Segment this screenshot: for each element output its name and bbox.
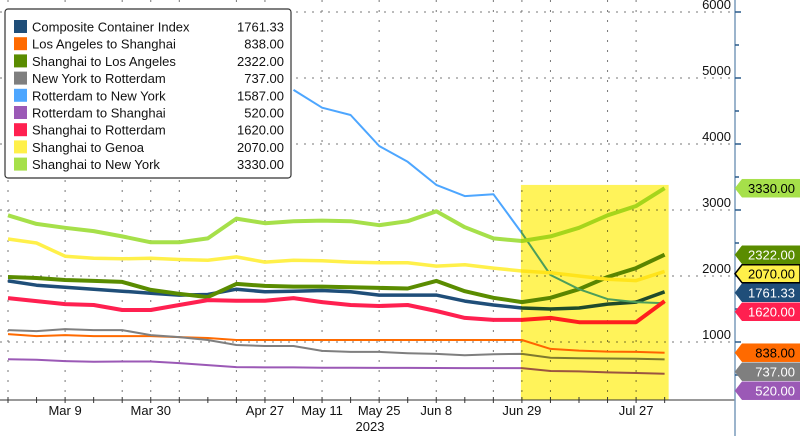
legend-value: 3330.00: [237, 157, 284, 172]
last-value-tags: 3330.00 2322.00 2070.00 1761.33 1620.00 838.0…: [734, 178, 800, 400]
x-axis-year-label: 2023: [356, 419, 385, 434]
x-tick-label: May 11: [301, 403, 343, 418]
legend-swatch: [14, 71, 27, 85]
value-tag: 520.00: [734, 381, 800, 400]
legend-label: New York to Rotterdam: [32, 71, 166, 86]
legend-swatch: [14, 37, 27, 51]
value-tag: 1761.33: [734, 283, 800, 302]
y-tick-label: 4000: [702, 129, 731, 144]
x-tick-label: May 25: [358, 403, 401, 418]
value-tag-shape: [734, 178, 800, 198]
x-tick-label: Jun 8: [420, 403, 452, 418]
legend-value: 2070.00: [237, 140, 284, 155]
x-tick-label: Jul 27: [619, 403, 654, 418]
legend: Composite Container Index 1761.33 Los Ange…: [4, 8, 292, 179]
value-tag: 2070.00: [734, 263, 800, 284]
value-tag-label: 1620.00: [748, 305, 795, 320]
legend-label: Shanghai to Los Angeles: [32, 54, 176, 69]
x-tick-label: Apr 27: [246, 403, 284, 418]
legend-value: 1587.00: [237, 88, 284, 103]
x-tick-label: Mar 30: [131, 403, 171, 418]
value-tag: 838.00: [734, 343, 800, 362]
x-tick-label: Mar 9: [48, 403, 81, 418]
value-tag: 1620.00: [734, 302, 800, 321]
value-tag-label: 1761.33: [748, 286, 795, 301]
legend-swatch: [14, 20, 27, 33]
value-tag-shape: [734, 362, 800, 381]
legend-value: 1620.00: [237, 123, 284, 138]
x-tick-label: Jun 29: [502, 403, 541, 418]
legend-label: Los Angeles to Shanghai: [32, 37, 176, 52]
y-tick-label: 5000: [702, 63, 731, 78]
value-tag-label: 838.00: [755, 346, 795, 361]
value-tag-shape: [734, 263, 800, 284]
y-tick-label: 6000: [702, 0, 731, 12]
value-tag-label: 2070.00: [748, 267, 795, 282]
value-tag-shape: [734, 245, 800, 264]
value-tag-shape: [734, 302, 800, 321]
y-tick-label: 1000: [702, 327, 731, 342]
value-tag-label: 737.00: [755, 365, 795, 380]
legend-label: Shanghai to Genoa: [32, 140, 145, 155]
value-tag: 2322.00: [734, 245, 800, 264]
legend-label: Composite Container Index: [32, 20, 190, 35]
legend-label: Rotterdam to New York: [32, 88, 166, 103]
legend-swatch: [14, 106, 27, 119]
value-tag: 737.00: [734, 362, 800, 381]
legend-swatch: [14, 157, 27, 171]
value-tag: 3330.00: [734, 178, 800, 198]
legend-label: Shanghai to Rotterdam: [32, 123, 166, 138]
legend-value: 2322.00: [237, 54, 284, 69]
value-tag-shape: [734, 381, 800, 400]
y-tick-label: 3000: [702, 195, 731, 210]
legend-value: 1761.33: [237, 20, 284, 35]
legend-label: Shanghai to New York: [32, 157, 160, 172]
legend-swatch: [14, 123, 27, 137]
legend-value: 520.00: [244, 106, 284, 121]
value-tag-label: 520.00: [755, 384, 795, 399]
value-tag-label: 3330.00: [748, 181, 795, 196]
value-tag-label: 2322.00: [748, 248, 795, 263]
y-tick-label: 2000: [702, 261, 731, 276]
highlight-region: [520, 184, 669, 400]
legend-box: [4, 8, 292, 179]
legend-swatch: [14, 54, 27, 68]
legend-swatch: [14, 140, 27, 154]
legend-value: 838.00: [244, 37, 284, 52]
legend-label: Rotterdam to Shanghai: [32, 106, 166, 121]
legend-swatch: [14, 88, 27, 102]
legend-value: 737.00: [244, 71, 284, 86]
value-tag-shape: [734, 283, 800, 302]
value-tag-shape: [734, 343, 800, 362]
axes: Mar 9 Mar 30 Apr 27 May 11 May 25 Jun 8 Jun 29…: [0, 0, 741, 436]
